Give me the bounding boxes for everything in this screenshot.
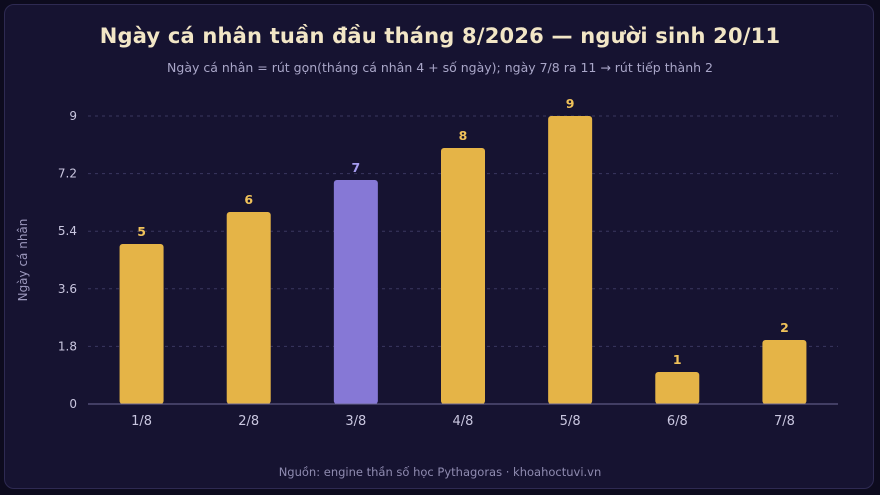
y-tick-labels: 0 1.8 3.6 5.4 7.2 9: [58, 109, 77, 411]
bars: [119, 116, 807, 404]
data-label: 6: [244, 192, 253, 207]
x-tick-label: 4/8: [453, 414, 474, 429]
x-tick-label: 6/8: [667, 414, 688, 429]
y-tick-label: 1.8: [58, 339, 77, 353]
y-tick-label: 7.2: [58, 167, 77, 181]
y-tick-label: 3.6: [58, 282, 77, 296]
y-axis-label: Ngày cá nhân: [16, 219, 30, 302]
source-note: Nguồn: engine thần số học Pythagoras · k…: [278, 465, 602, 479]
bar-4-8: [441, 148, 485, 404]
data-label: 2: [780, 320, 789, 335]
data-labels: 5 6 7 8 9 1 2: [137, 96, 789, 367]
gridlines: [88, 115, 838, 347]
bar-3-8: [333, 180, 378, 404]
chart-title: Ngày cá nhân tuần đầu tháng 8/2026 — ngư…: [99, 24, 781, 48]
y-tick-label: 9: [69, 109, 77, 123]
y-tick-label: 5.4: [58, 224, 77, 238]
x-tick-label: 5/8: [560, 414, 581, 429]
y-tick-label: 0: [69, 397, 77, 411]
bar-1-8: [119, 244, 164, 404]
x-tick-labels: 1/8 2/8 3/8 4/8 5/8 6/8 7/8: [131, 414, 795, 429]
data-label: 5: [137, 224, 146, 239]
bar-5-8: [548, 116, 593, 404]
x-tick-label: 1/8: [131, 414, 152, 429]
data-label: 9: [566, 96, 575, 111]
x-tick-label: 7/8: [774, 414, 795, 429]
bar-7-8: [762, 340, 807, 404]
x-tick-label: 3/8: [345, 414, 366, 429]
data-label: 1: [673, 352, 682, 367]
bar-6-8: [655, 372, 700, 404]
data-label: 7: [352, 160, 361, 175]
x-tick-label: 2/8: [238, 414, 259, 429]
chart-subtitle: Ngày cá nhân = rút gọn(tháng cá nhân 4 +…: [167, 60, 713, 75]
data-label: 8: [459, 128, 468, 143]
bar-2-8: [226, 212, 271, 404]
